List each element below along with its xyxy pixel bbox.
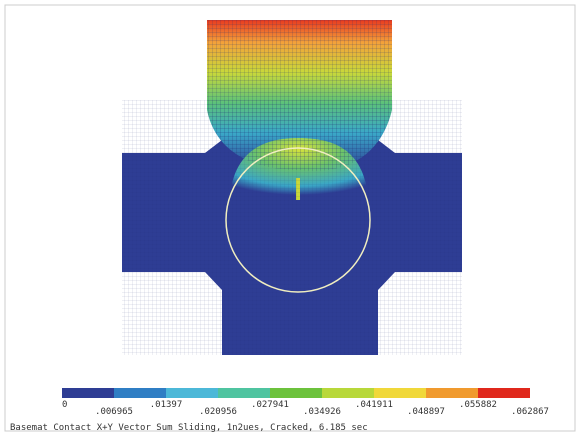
legend-label: .041911 [355,400,393,410]
color-band [270,388,322,398]
caption: Basemat Contact X+Y Vector Sum Sliding, … [10,423,368,433]
legend-label: .01397 [150,400,183,410]
color-band [218,388,270,398]
colorbar [62,388,530,398]
color-band [114,388,166,398]
color-band [62,388,114,398]
color-band [478,388,530,398]
legend-label: .020956 [199,407,237,417]
color-band [166,388,218,398]
legend-label: 0 [62,400,67,410]
legend-label: .006965 [95,407,133,417]
legend-label: .048897 [407,407,445,417]
legend-label: .027941 [251,400,289,410]
legend-label: .055882 [459,400,497,410]
page: Basemat Contact X+Y Vector Sum Sliding, … [0,0,580,436]
color-band [322,388,374,398]
legend-label: .062867 [511,407,549,417]
screenshot: Basemat Contact X+Y Vector Sum Sliding, … [0,0,580,436]
legend-label: .034926 [303,407,341,417]
color-band [374,388,426,398]
color-band [426,388,478,398]
